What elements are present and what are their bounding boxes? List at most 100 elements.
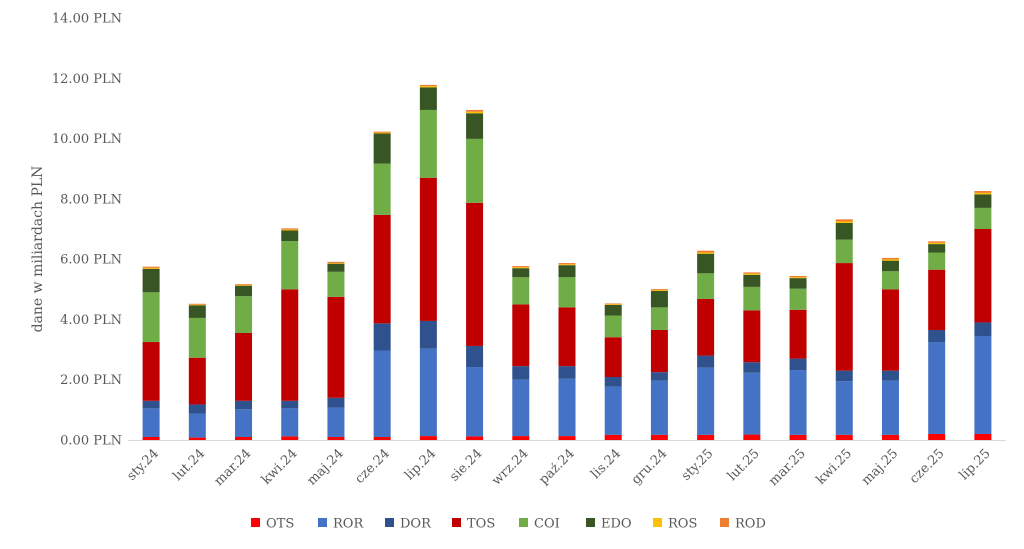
bar-segment-edo — [974, 194, 992, 208]
bar-segment-rod — [281, 228, 299, 230]
bar-segment-ror — [743, 372, 761, 435]
bar-segment-ror — [928, 342, 946, 434]
legend-label-dor: DOR — [400, 517, 432, 532]
bar-segment-edo — [188, 305, 206, 318]
bar-segment-rod — [512, 266, 530, 268]
bar-segment-ros — [789, 277, 807, 279]
bar-segment-ros — [743, 273, 761, 275]
bar-segment-rod — [419, 84, 437, 87]
x-tick-label: lip.24 — [402, 446, 439, 483]
bar-segment-tos — [373, 214, 391, 324]
bar-segment-dor — [789, 358, 807, 371]
bar-segment-ros — [327, 263, 345, 264]
y-tick-label: 2.00 PLN — [60, 373, 122, 388]
x-tick-label: lip.25 — [957, 446, 994, 483]
bar-segment-tos — [743, 310, 761, 363]
bar-segment-coi — [974, 207, 992, 229]
bar-segment-ots — [512, 436, 530, 440]
bar-segment-dor — [743, 362, 761, 373]
bar-segment-ror — [604, 386, 622, 435]
bar-segment-tos — [466, 202, 484, 346]
bar-segment-dor — [558, 366, 576, 379]
bar-segment-ror — [650, 380, 668, 435]
legend-swatch-coi — [519, 518, 528, 527]
y-tick-label: 14.00 PLN — [52, 12, 122, 27]
legend: OTS ROR DOR TOS COI EDO ROS ROD — [251, 517, 766, 532]
bar-segment-rod — [327, 261, 345, 264]
bar-segment-ros — [604, 304, 622, 305]
bar-segment-ots — [604, 434, 622, 440]
x-tick-label: cze.25 — [907, 446, 948, 487]
x-axis-tick-labels: sty.24 lut.24 mar.24 kwi.24 maj.24 cze.24 lip.… — [124, 446, 993, 489]
bar-segment-dor — [188, 404, 206, 414]
bar-segment-ros — [142, 267, 160, 269]
legend-label-ots: OTS — [266, 517, 294, 532]
bar-segment-tos — [928, 269, 946, 330]
bar-segment-ots — [835, 434, 853, 440]
bar-segment-ror — [419, 348, 437, 437]
bar-segment-rod — [235, 284, 253, 286]
bar-segment-ror — [974, 336, 992, 434]
bar-segment-rod — [881, 257, 899, 260]
bar-segment-ror — [558, 378, 576, 437]
bar-segment-ros — [650, 289, 668, 291]
legend-label-rod: ROD — [735, 517, 766, 532]
x-tick-label: kwi.24 — [259, 446, 301, 488]
legend-swatch-rod — [720, 518, 729, 527]
bar-segment-coi — [327, 271, 345, 297]
x-tick-label: wrz.24 — [489, 446, 531, 488]
x-tick-label: lis.24 — [588, 446, 624, 482]
bar-segment-ror — [789, 370, 807, 435]
bar-segment-ots — [650, 434, 668, 440]
bar-segment-coi — [697, 273, 715, 299]
bar-segment-coi — [281, 241, 299, 290]
bar-segment-tos — [650, 329, 668, 373]
bar-segment-edo — [697, 253, 715, 274]
bar-segment-ros — [419, 86, 437, 88]
bar-segment-tos — [235, 332, 253, 401]
bar-segment-edo — [881, 260, 899, 272]
legend-label-coi: COI — [534, 517, 560, 532]
bar-segment-tos — [512, 304, 530, 367]
bar-segment-dor — [466, 345, 484, 368]
legend-swatch-ror — [318, 518, 327, 527]
bar-segment-dor — [974, 322, 992, 337]
x-tick-label: lut.25 — [725, 446, 763, 484]
bar-segment-dor — [281, 400, 299, 409]
legend-label-edo: EDO — [601, 517, 632, 532]
x-tick-label: lut.24 — [170, 446, 208, 484]
x-tick-label: maj.25 — [859, 446, 901, 488]
y-axis-title: dane w miliardach PLN — [30, 166, 46, 333]
bar-segment-ros — [881, 259, 899, 261]
bar-segment-edo — [604, 304, 622, 316]
bar-segment-coi — [419, 109, 437, 178]
y-tick-label: 6.00 PLN — [60, 253, 122, 268]
bar-segment-tos — [281, 289, 299, 401]
legend-label-ror: ROR — [333, 517, 364, 532]
bar-segment-edo — [419, 87, 437, 110]
bar-segment-dor — [419, 320, 437, 349]
bar-segment-edo — [835, 222, 853, 240]
bar-segment-edo — [650, 290, 668, 308]
bar-segment-edo — [558, 265, 576, 278]
bar-segment-ror — [697, 367, 715, 435]
bar-segment-coi — [835, 239, 853, 264]
bar-segment-dor — [604, 377, 622, 387]
bar-segment-ros — [928, 242, 946, 245]
bar-segment-dor — [327, 397, 345, 408]
bar-segment-edo — [373, 133, 391, 164]
bar-segment-ror — [835, 381, 853, 435]
bar-segment-rod — [743, 272, 761, 274]
bar-segment-coi — [235, 296, 253, 333]
bar-segment-ots — [881, 434, 899, 440]
bar-segment-ros — [188, 304, 206, 306]
bar-segment-rod — [188, 303, 206, 305]
bar-segment-dor — [835, 370, 853, 382]
bar-segment-coi — [466, 138, 484, 203]
y-tick-label: 4.00 PLN — [60, 313, 122, 328]
x-tick-label: maj.24 — [304, 446, 346, 488]
bar-segment-dor — [512, 366, 530, 380]
bar-segment-ros — [466, 111, 484, 114]
x-tick-label: mar.25 — [766, 446, 809, 489]
